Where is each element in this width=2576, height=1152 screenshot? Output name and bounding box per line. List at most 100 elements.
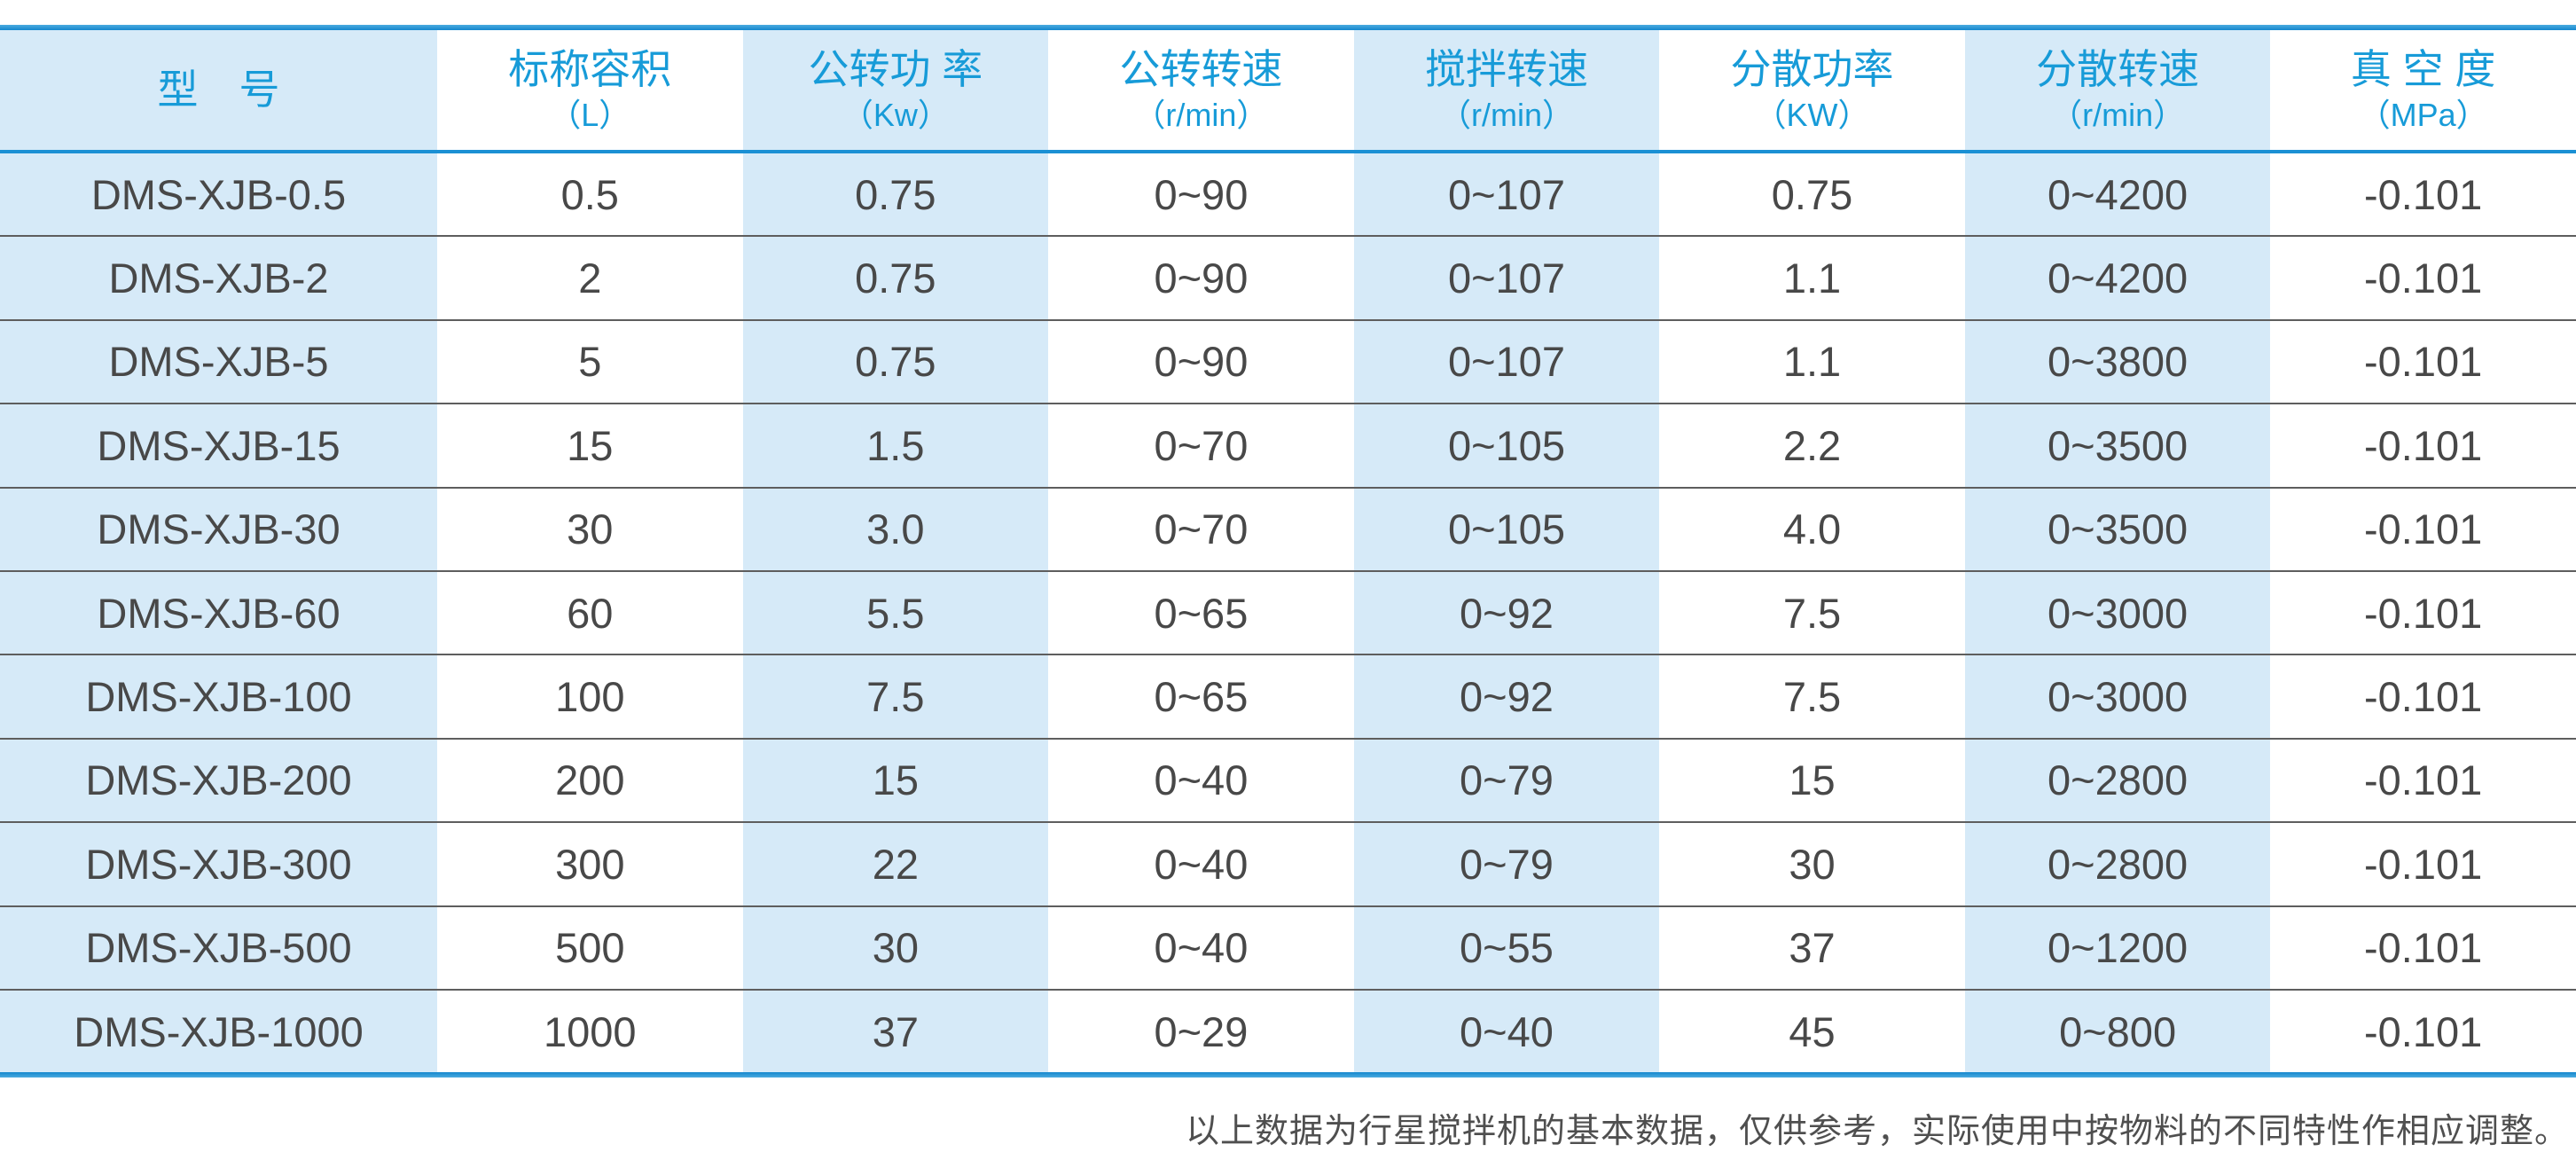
value-cell: 0~92 bbox=[1353, 655, 1660, 738]
value-cell: 0~4200 bbox=[1964, 153, 2271, 236]
column-header-unit: （r/min） bbox=[1133, 97, 1269, 134]
value-cell: -0.101 bbox=[2364, 421, 2483, 469]
value-cell: 0~2800 bbox=[1964, 739, 2271, 822]
column-header: 标称容积 （L） bbox=[437, 30, 743, 150]
value-cell: -0.101 bbox=[2364, 505, 2483, 553]
value-cell: 15 bbox=[1789, 756, 1836, 804]
value-cell: 0~70 bbox=[1154, 421, 1249, 469]
value-cell: 0~3800 bbox=[1964, 320, 2271, 404]
value-cell: 7.5 bbox=[1782, 589, 1842, 637]
value-cell: 0~40 bbox=[1154, 840, 1249, 888]
column-header-unit: （L） bbox=[549, 97, 631, 134]
table-row: DMS-XJB-30 30 3.0 0~70 0~105 4.0 0~3500 -0.101 bbox=[0, 486, 2576, 570]
column-header-label: 分散转速 bbox=[2036, 46, 2200, 93]
value-cell: 7.5 bbox=[742, 655, 1049, 738]
column-header-unit: （r/min） bbox=[2050, 97, 2186, 134]
model-cell: DMS-XJB-200 bbox=[0, 739, 437, 822]
column-header: 公转功 率 （Kw） bbox=[742, 30, 1049, 150]
value-cell: 0~79 bbox=[1353, 823, 1660, 905]
value-cell: 0~65 bbox=[1154, 589, 1249, 637]
value-cell: 1.1 bbox=[1782, 255, 1842, 302]
column-header-label: 真 空 度 bbox=[2350, 46, 2496, 93]
value-cell: 15 bbox=[567, 421, 614, 469]
value-cell: 1.5 bbox=[742, 404, 1049, 487]
value-cell: 7.5 bbox=[1782, 673, 1842, 721]
value-cell: 1.1 bbox=[1782, 338, 1842, 386]
value-cell: 0~1200 bbox=[1964, 906, 2271, 989]
value-cell: -0.101 bbox=[2364, 1007, 2483, 1055]
value-cell: 0.75 bbox=[742, 237, 1049, 319]
table-row: DMS-XJB-15 15 1.5 0~70 0~105 2.2 0~3500 -0.101 bbox=[0, 403, 2576, 487]
value-cell: 0~2800 bbox=[1964, 823, 2271, 905]
model-cell: DMS-XJB-30 bbox=[0, 488, 437, 570]
value-cell: 500 bbox=[555, 924, 625, 972]
value-cell: 60 bbox=[567, 589, 614, 637]
value-cell: 5.5 bbox=[742, 571, 1049, 654]
header-row: 型 号 标称容积 （L） 公转功 率 （Kw） 公转转速 （r/min） 搅拌转速 （r/min… bbox=[0, 30, 2576, 153]
column-header-unit: （r/min） bbox=[1438, 97, 1574, 134]
value-cell: 0~3500 bbox=[1964, 488, 2271, 570]
value-cell: 0~4200 bbox=[1964, 237, 2271, 319]
value-cell: -0.101 bbox=[2364, 170, 2483, 218]
value-cell: 1000 bbox=[544, 1007, 637, 1055]
value-cell: 0~29 bbox=[1154, 1007, 1249, 1055]
value-cell: 2.2 bbox=[1782, 421, 1842, 469]
column-header: 分散功率 （KW） bbox=[1659, 30, 1965, 150]
value-cell: -0.101 bbox=[2364, 589, 2483, 637]
value-cell: 3.0 bbox=[742, 488, 1049, 570]
model-cell: DMS-XJB-0.5 bbox=[0, 153, 437, 236]
value-cell: -0.101 bbox=[2364, 673, 2483, 721]
value-cell: 0~40 bbox=[1154, 756, 1249, 804]
value-cell: -0.101 bbox=[2364, 338, 2483, 386]
value-cell: 0~79 bbox=[1353, 739, 1660, 822]
value-cell: 0.75 bbox=[742, 153, 1049, 236]
value-cell: 5 bbox=[578, 338, 602, 386]
column-header-unit: （MPa） bbox=[2358, 97, 2488, 134]
table-row: DMS-XJB-60 60 5.5 0~65 0~92 7.5 0~3000 -0.101 bbox=[0, 569, 2576, 654]
value-cell: 45 bbox=[1789, 1007, 1836, 1055]
value-cell: 30 bbox=[742, 906, 1049, 989]
column-header: 型 号 bbox=[0, 30, 437, 150]
value-cell: 0~800 bbox=[1964, 990, 2271, 1073]
value-cell: 0~3000 bbox=[1964, 655, 2271, 738]
value-cell: -0.101 bbox=[2364, 756, 2483, 804]
table-row: DMS-XJB-100 100 7.5 0~65 0~92 7.5 0~3000 -0.101 bbox=[0, 654, 2576, 738]
column-header: 真 空 度 （MPa） bbox=[2270, 30, 2576, 150]
value-cell: 100 bbox=[555, 673, 625, 721]
column-header-label: 公转功 率 bbox=[808, 46, 983, 93]
table-row: DMS-XJB-300 300 22 0~40 0~79 30 0~2800 -0.101 bbox=[0, 821, 2576, 905]
value-cell: 30 bbox=[1789, 840, 1836, 888]
value-cell: 30 bbox=[567, 505, 614, 553]
value-cell: 0~90 bbox=[1154, 170, 1249, 218]
value-cell: 200 bbox=[555, 756, 625, 804]
model-cell: DMS-XJB-500 bbox=[0, 906, 437, 989]
model-cell: DMS-XJB-100 bbox=[0, 655, 437, 738]
value-cell: 15 bbox=[742, 739, 1049, 822]
value-cell: 0~55 bbox=[1353, 906, 1660, 989]
value-cell: 0~107 bbox=[1353, 153, 1660, 236]
model-cell: DMS-XJB-300 bbox=[0, 823, 437, 905]
footnote: 以上数据为行星搅拌机的基本数据，仅供参考，实际使用中按物料的不同特性作相应调整。 bbox=[1185, 1111, 2569, 1150]
column-header-label: 标称容积 bbox=[508, 46, 672, 93]
value-cell: 0~90 bbox=[1154, 255, 1249, 302]
value-cell: 0.5 bbox=[560, 170, 619, 218]
value-cell: 0~90 bbox=[1154, 338, 1249, 386]
table-row: DMS-XJB-1000 1000 37 0~29 0~40 45 0~800 -0.101 bbox=[0, 988, 2576, 1073]
model-cell: DMS-XJB-5 bbox=[0, 320, 437, 404]
column-header-label: 型 号 bbox=[157, 67, 280, 114]
value-cell: 0~3000 bbox=[1964, 571, 2271, 654]
table-body: DMS-XJB-0.5 0.5 0.75 0~90 0~107 0.75 0~4200 -0.… bbox=[0, 153, 2576, 1073]
value-cell: 0~92 bbox=[1353, 571, 1660, 654]
value-cell: 0.75 bbox=[742, 320, 1049, 404]
column-header-label: 搅拌转速 bbox=[1424, 46, 1588, 93]
value-cell: -0.101 bbox=[2364, 840, 2483, 888]
table-row: DMS-XJB-200 200 15 0~40 0~79 15 0~2800 -0.101 bbox=[0, 737, 2576, 822]
value-cell: 22 bbox=[742, 823, 1049, 905]
model-cell: DMS-XJB-1000 bbox=[0, 990, 437, 1073]
value-cell: 37 bbox=[1789, 924, 1836, 972]
value-cell: 0~40 bbox=[1353, 990, 1660, 1073]
value-cell: -0.101 bbox=[2364, 255, 2483, 302]
column-header: 公转转速 （r/min） bbox=[1048, 30, 1354, 150]
table-row: DMS-XJB-500 500 30 0~40 0~55 37 0~1200 -0.101 bbox=[0, 905, 2576, 989]
